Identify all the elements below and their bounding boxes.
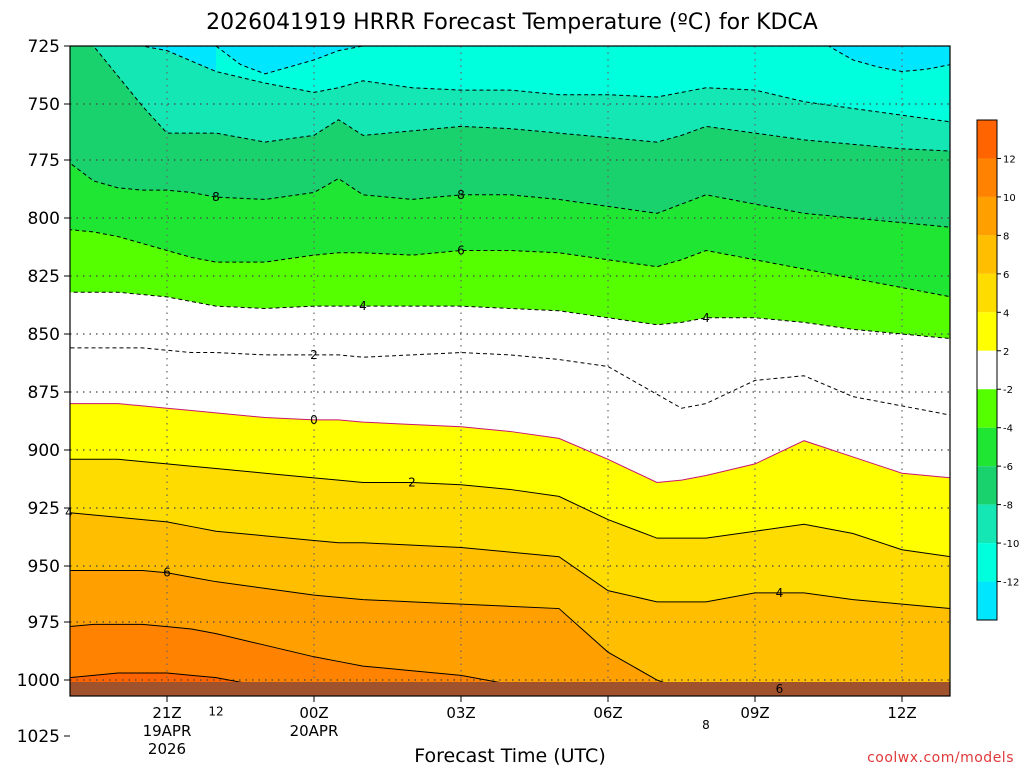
contour-line-0: [70, 403, 950, 483]
contour-label: 4: [359, 299, 367, 313]
colorbar-swatch: [977, 350, 997, 390]
colorbar-label: 6: [1003, 270, 1009, 281]
y-tick-label: 775: [28, 151, 60, 171]
y-tick-label: 750: [28, 95, 60, 115]
ground-surface: [70, 682, 950, 696]
contour-line--2: [70, 347, 950, 416]
contour-line-8: [70, 623, 583, 696]
colorbar-swatch: [977, 427, 997, 467]
contour-line-4: [70, 512, 950, 609]
colorbar: 12 10 8 6 4 2 -2 -4 -6 -8 -10 -12: [976, 119, 1019, 621]
contour-label: 8: [212, 190, 220, 204]
y-tick-label: 1025: [17, 727, 60, 747]
contour-label: 12: [208, 704, 223, 718]
contour-line--8: [70, 162, 950, 228]
colorbar-frame: [976, 119, 998, 621]
x-tick-label: 12Z: [887, 704, 916, 722]
x-tick-date: 19APR: [143, 722, 192, 740]
colorbar-swatch: [977, 581, 997, 620]
colorbar-swatch: [977, 466, 997, 505]
colorbar-swatch: [977, 196, 997, 236]
contour-label: 4: [65, 506, 73, 520]
colorbar-label: -10: [1003, 539, 1019, 550]
contour-line--10: [70, 46, 950, 152]
y-tick-label: 950: [28, 557, 60, 577]
x-tick-label: 09Z: [740, 704, 769, 722]
colorbar-label: 12: [1003, 154, 1016, 165]
plot-frame: [69, 45, 951, 697]
colorbar-swatch: [977, 158, 997, 197]
credit-link[interactable]: coolwx.com/models: [867, 750, 1014, 766]
colorbar-label: -8: [1003, 501, 1013, 512]
colorbar-label: -6: [1003, 462, 1013, 473]
contour-label: 2: [310, 348, 318, 362]
contour-line--6: [70, 229, 950, 298]
colorbar-swatch: [977, 120, 997, 159]
contour-label: 6: [163, 566, 171, 580]
colorbar-label: -2: [1003, 385, 1013, 396]
chart-title: 2026041919 HRRR Forecast Temperature (ºC…: [206, 10, 818, 35]
contour-line-2: [70, 458, 950, 558]
contour-label: 6: [776, 682, 784, 696]
x-axis-label: Forecast Time (UTC): [414, 745, 605, 767]
colorbar-label: 2: [1003, 347, 1009, 358]
gridlines: [70, 46, 950, 696]
contour-line--4: [70, 291, 950, 340]
y-axis: 725 750 775 800 825 850 875 900 925 950 975 1000 102…: [17, 37, 70, 747]
x-tick-label: 00Z: [299, 704, 328, 722]
y-tick-label: 850: [28, 325, 60, 345]
x-tick-date: 20APR: [290, 722, 339, 740]
y-tick-label: 1000: [17, 671, 60, 691]
x-tick-label: 21Z: [152, 704, 181, 722]
temperature-fills: [70, 46, 950, 696]
colorbar-swatch: [977, 273, 997, 313]
contour-label: 0: [310, 413, 318, 427]
colorbar-swatch: [977, 504, 997, 544]
contour-label: 8: [702, 718, 710, 732]
colorbar-swatch: [977, 389, 997, 428]
colorbar-swatch: [977, 543, 997, 582]
contour-labels: 8 8 6 4 4 2 0 2 4 4 6 6 8 12: [65, 188, 784, 732]
x-tick-label: 03Z: [446, 704, 475, 722]
contour-label: 4: [776, 586, 784, 600]
y-tick-label: 825: [28, 267, 60, 287]
colorbar-swatch: [977, 235, 997, 274]
y-tick-label: 800: [28, 209, 60, 229]
plot-area: [70, 46, 950, 696]
contour-label: 8: [457, 188, 465, 202]
contour-label: 4: [702, 311, 710, 325]
y-tick-label: 875: [28, 383, 60, 403]
colorbar-label: 10: [1003, 193, 1016, 204]
colorbar-label: 8: [1003, 231, 1009, 242]
contour-line--14: [215, 46, 950, 75]
colorbar-swatch: [977, 312, 997, 351]
x-tick-year: 2026: [148, 740, 186, 758]
x-tick-label: 06Z: [593, 704, 622, 722]
colorbar-label: -12: [1003, 578, 1019, 589]
y-tick-label: 900: [28, 441, 60, 461]
contour-label: 6: [457, 243, 465, 257]
colorbar-label: -4: [1003, 424, 1013, 435]
y-tick-label: 725: [28, 37, 60, 57]
y-tick-label: 975: [28, 613, 60, 633]
contour-line--12: [70, 46, 950, 123]
colorbar-label: 4: [1003, 308, 1009, 319]
y-tick-label: 925: [28, 499, 60, 519]
contour-label: 2: [408, 475, 416, 489]
